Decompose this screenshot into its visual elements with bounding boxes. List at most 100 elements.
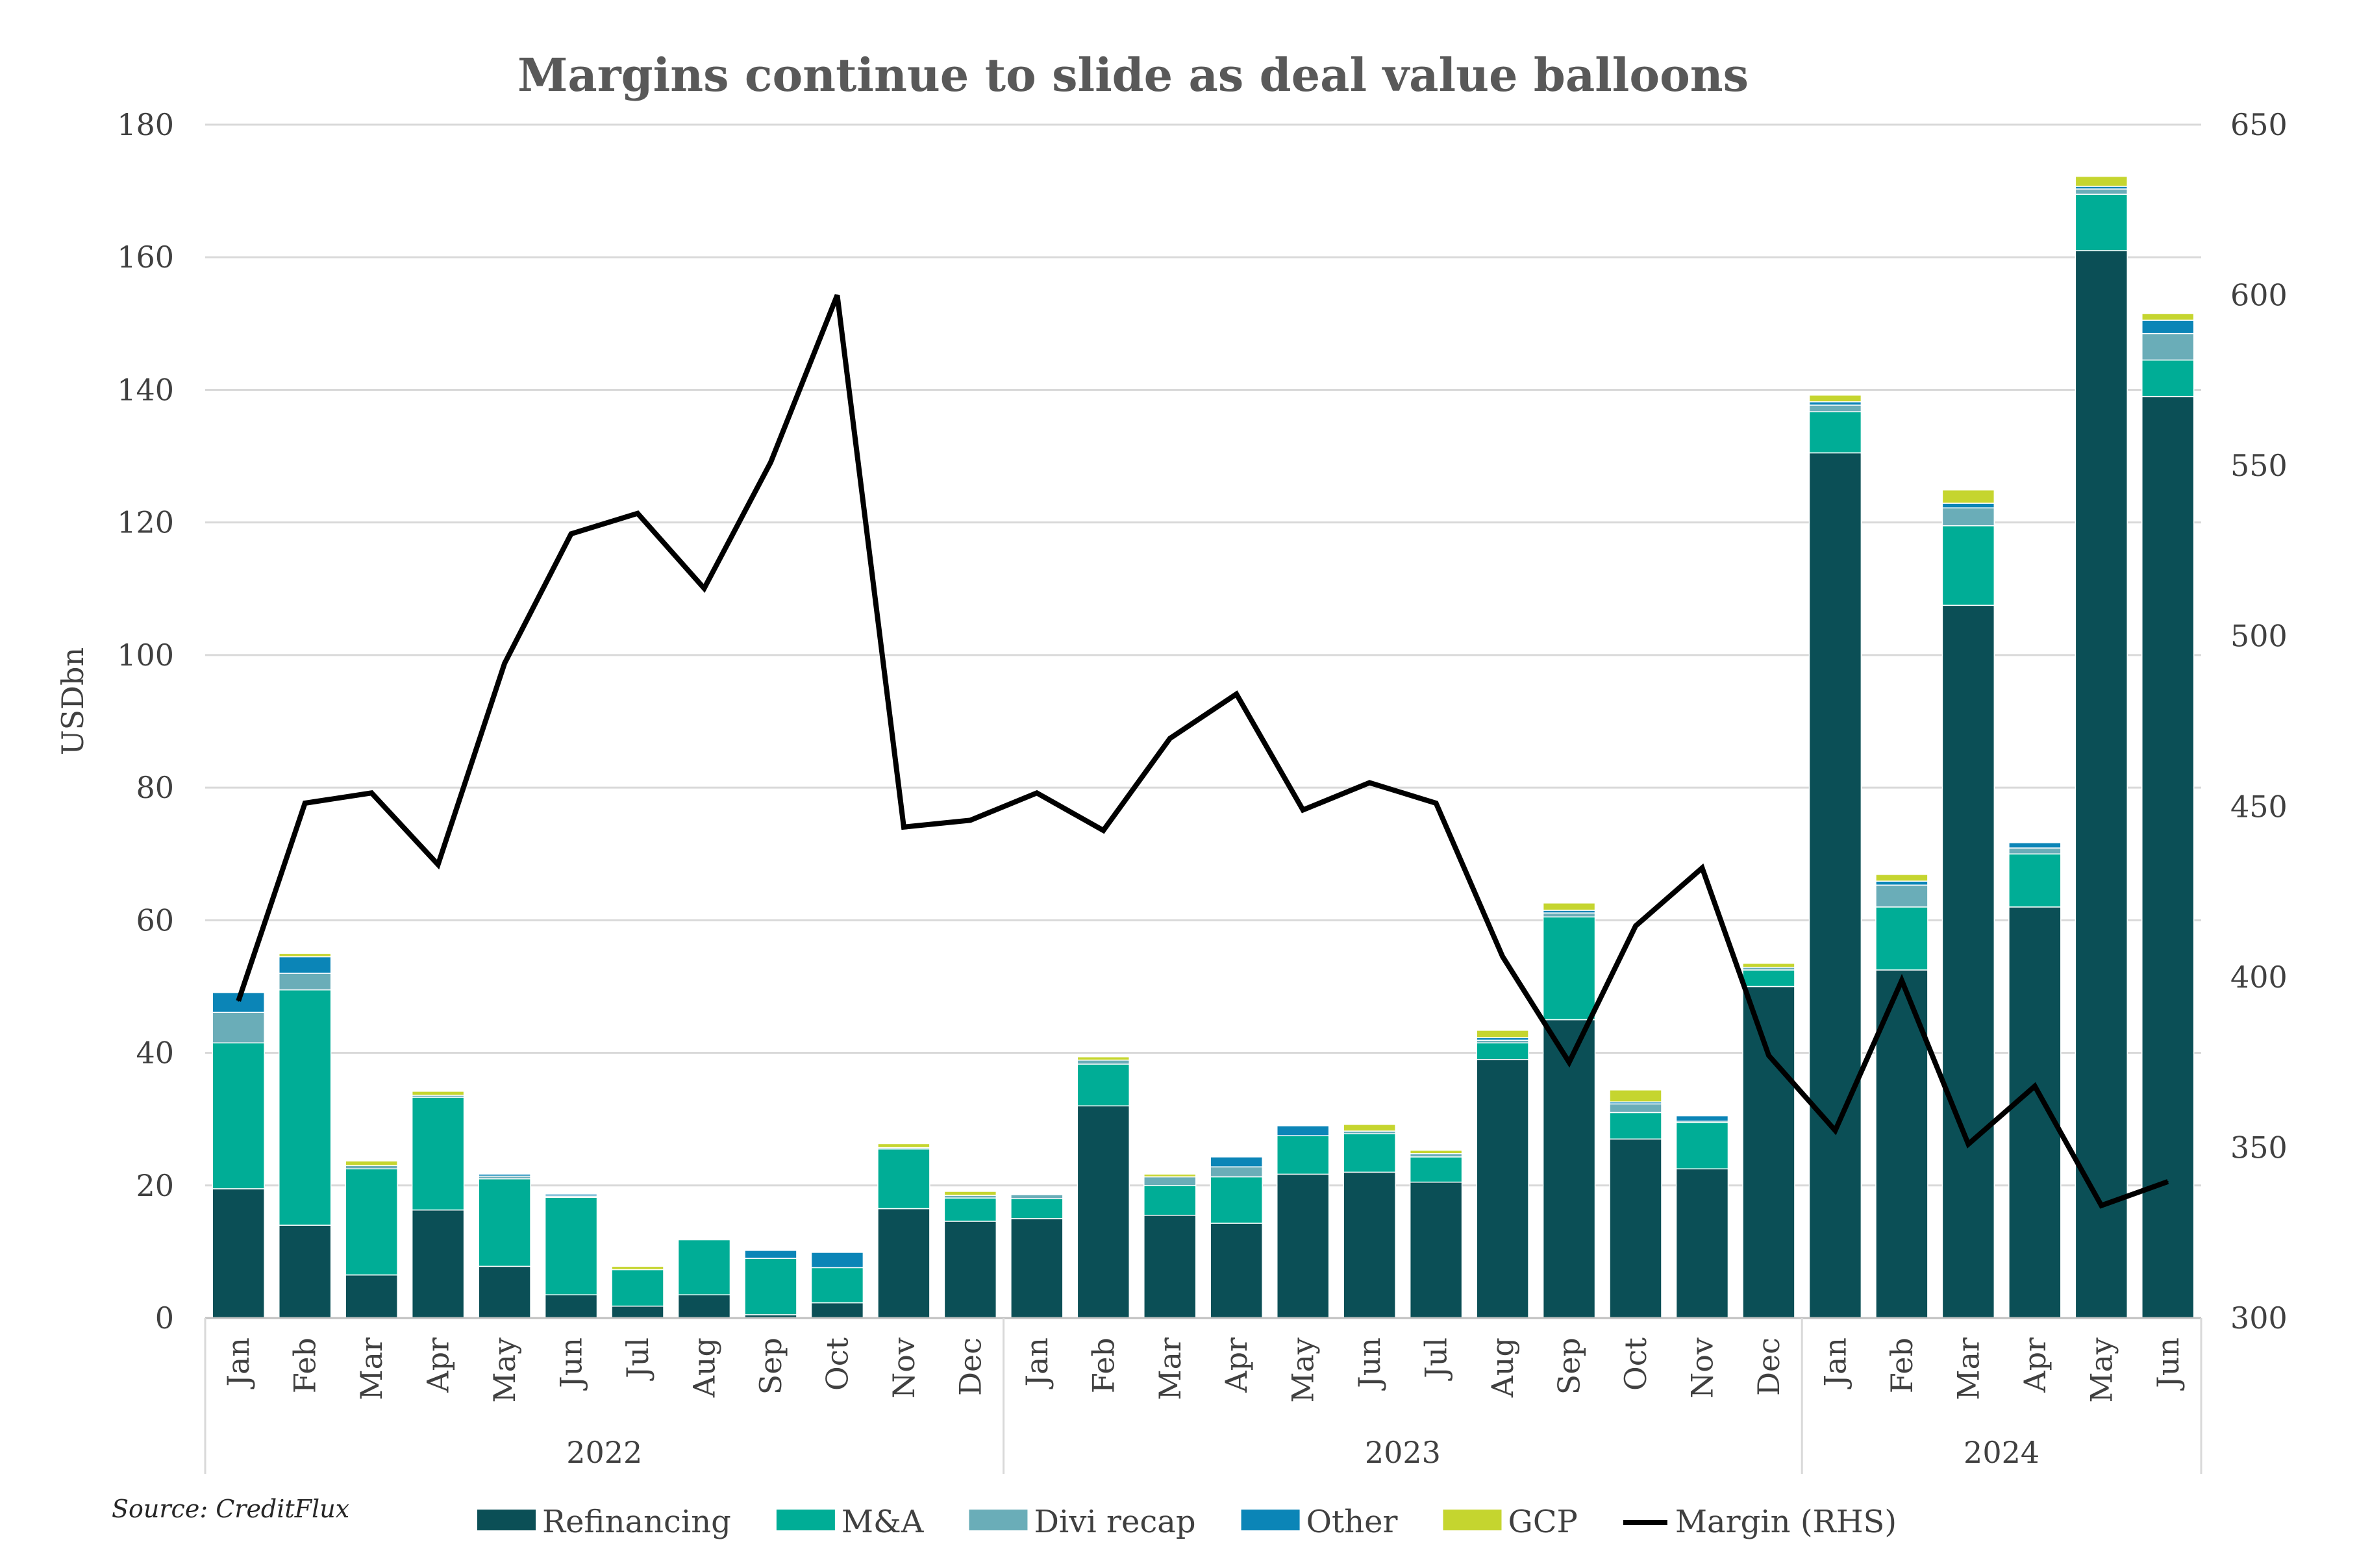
x-tick-label: Nov <box>886 1338 921 1399</box>
margin-point <box>1967 1143 1969 1145</box>
bar-gcp <box>611 1265 664 1271</box>
bar-m-a <box>278 989 332 1226</box>
y2-tick-label: 350 <box>2230 1130 2288 1165</box>
bar-divi-recap <box>1409 1153 1463 1158</box>
legend-label: Refinancing <box>542 1504 731 1540</box>
x-tick-label: Aug <box>687 1338 722 1398</box>
bar-m-a <box>1808 411 1862 454</box>
x-tick-label: Apr <box>1219 1338 1254 1393</box>
legend-item: Refinancing <box>477 1504 731 1540</box>
bar-other <box>2141 319 2195 334</box>
bar-other <box>1210 1156 1263 1167</box>
y2-tick-label: 550 <box>2230 448 2288 483</box>
margin-point <box>836 294 838 296</box>
bar-refinancing <box>1742 986 1795 1319</box>
x-tick-label: Feb <box>1086 1338 1121 1393</box>
x-tick-label: Jul <box>1419 1338 1454 1381</box>
legend-label: M&A <box>842 1504 925 1540</box>
legend-swatch <box>969 1510 1028 1530</box>
bar-m-a <box>1609 1112 1662 1140</box>
margin-point <box>2101 1204 2102 1206</box>
bar-gcp <box>1875 874 1928 882</box>
bar-refinancing <box>1276 1173 1330 1319</box>
x-tick-label: Oct <box>1618 1337 1653 1390</box>
y-tick-label: 60 <box>136 902 174 938</box>
margin-point <box>304 803 306 804</box>
x-tick-label: Jun <box>554 1338 589 1391</box>
bar-refinancing <box>1941 604 1995 1319</box>
margin-point <box>570 533 572 535</box>
bar-gcp <box>1143 1173 1197 1178</box>
bar-m-a <box>1143 1185 1197 1216</box>
x-tick-label: Jul <box>620 1338 655 1381</box>
x-tick-label: Sep <box>1552 1338 1587 1395</box>
bar-refinancing <box>1609 1138 1662 1319</box>
bar-divi-recap <box>1143 1176 1197 1186</box>
bar-refinancing <box>345 1274 398 1319</box>
bar-other <box>478 1173 531 1177</box>
bar-refinancing <box>1675 1168 1729 1319</box>
bar-m-a <box>611 1269 664 1307</box>
bar-divi-recap <box>1542 912 1596 917</box>
y2-tick-label: 450 <box>2230 789 2288 824</box>
margin-point <box>504 662 506 664</box>
y-tick-label: 180 <box>117 107 174 142</box>
bar-divi-recap <box>1210 1166 1263 1178</box>
margin-point <box>1169 738 1171 740</box>
bar-refinancing <box>943 1221 997 1319</box>
bar-other <box>1808 401 1862 406</box>
bar-refinancing <box>1143 1214 1197 1319</box>
margin-point <box>703 588 705 590</box>
margin-point <box>1635 925 1637 927</box>
y-tick-label: 100 <box>117 638 174 673</box>
bar-m-a <box>478 1178 531 1267</box>
margin-point <box>969 819 971 821</box>
bar-gcp <box>1476 1030 1529 1038</box>
bar-divi-recap <box>2141 332 2195 361</box>
bar-other <box>544 1193 598 1197</box>
margin-point <box>371 792 373 794</box>
line-layer <box>236 294 2169 1209</box>
bar-refinancing <box>1409 1181 1463 1319</box>
bar-m-a <box>544 1197 598 1296</box>
margin-point <box>437 864 439 865</box>
x-tick-label: Apr <box>2017 1338 2052 1393</box>
x-tick-label: Jan <box>1019 1338 1054 1389</box>
legend-label: Other <box>1306 1504 1398 1540</box>
bar-refinancing <box>611 1305 664 1319</box>
legend-swatch <box>776 1510 835 1530</box>
bar-refinancing <box>411 1209 465 1319</box>
bar-divi-recap <box>1609 1103 1662 1114</box>
bar-m-a <box>1476 1042 1529 1060</box>
bar-gcp <box>1409 1149 1463 1154</box>
bar-m-a <box>1210 1176 1263 1224</box>
bar-refinancing <box>1077 1105 1130 1319</box>
y2-tick-label: 500 <box>2230 619 2288 654</box>
x-tick-label: Dec <box>1751 1338 1786 1396</box>
bar-refinancing <box>677 1294 731 1319</box>
legend-swatch <box>1241 1510 1300 1530</box>
bar-refinancing <box>1210 1223 1263 1319</box>
bar-gcp <box>1941 489 1995 504</box>
bar-divi-recap <box>345 1165 398 1169</box>
bar-m-a <box>411 1097 465 1211</box>
source-note: Source: CreditFlux <box>112 1495 349 1523</box>
x-tick-label: Feb <box>1884 1338 1919 1393</box>
margin-point <box>1502 956 1504 958</box>
axes-layer: 0 20 40 60 80 100 120 140 160 180 300 350 400 450 500 5… <box>117 107 2288 1474</box>
bar-refinancing <box>278 1225 332 1319</box>
legend-label: Divi recap <box>1034 1504 1195 1540</box>
bar-m-a <box>1542 916 1596 1021</box>
bars-layer <box>212 175 2195 1319</box>
bar-m-a <box>1941 525 1995 606</box>
legend-item: Margin (RHS) <box>1623 1504 1897 1540</box>
bar-refinancing <box>2008 906 2062 1319</box>
legend-item: Other <box>1241 1504 1398 1540</box>
bar-divi-recap <box>1077 1060 1130 1065</box>
margin-point <box>1767 1054 1769 1056</box>
legend: Refinancing M&A Divi recap Other GCP Margin (… <box>477 1504 1897 1540</box>
bar-m-a <box>943 1197 997 1222</box>
legend-item: GCP <box>1443 1504 1578 1540</box>
x-tick-label: Jan <box>221 1338 256 1389</box>
